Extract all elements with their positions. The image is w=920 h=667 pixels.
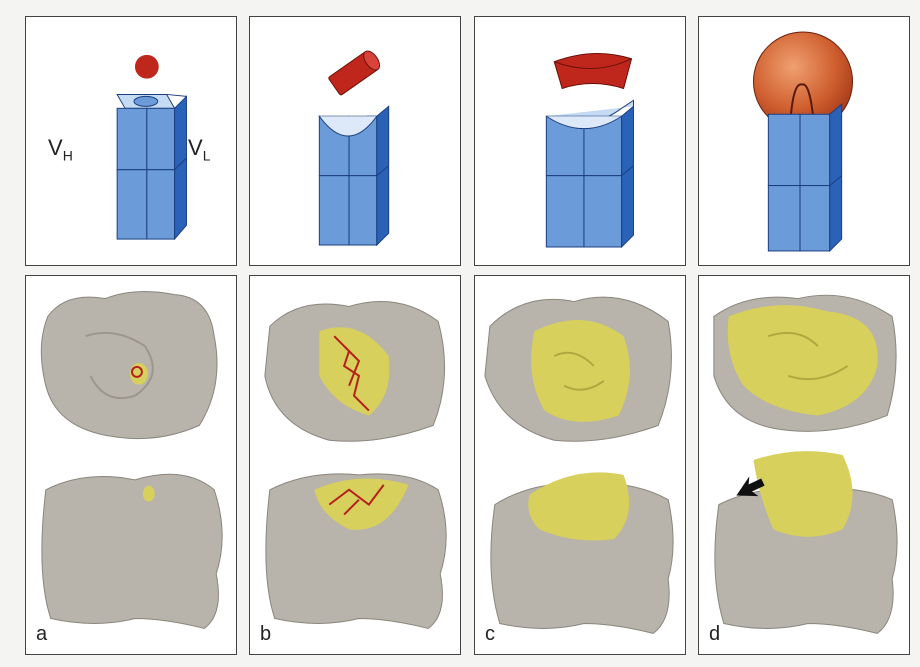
vh-label: VH — [48, 135, 73, 164]
antigen-cylinder — [328, 50, 381, 96]
surface-render-b — [264, 301, 447, 629]
cl-domain-lower — [146, 169, 176, 240]
schematic-c — [545, 53, 634, 249]
antigen-curved-slab — [553, 53, 633, 90]
contact-area — [727, 305, 878, 416]
panel-label-a: a — [36, 623, 48, 645]
ligand — [130, 365, 143, 378]
schematic-panel-d — [698, 16, 910, 266]
ch-domain-lower — [116, 169, 148, 240]
schematic-panel-a: VH VL — [25, 16, 237, 266]
panel-label-d: d — [709, 623, 721, 645]
antigen-sphere-small — [134, 54, 159, 79]
vh-domain-upper — [116, 107, 148, 171]
surface-render-d — [713, 294, 898, 634]
ligand — [333, 335, 370, 412]
contact-area — [531, 320, 630, 422]
groove — [318, 115, 378, 137]
panel-label-c: c — [485, 623, 495, 645]
surface-panel-c: c — [474, 275, 686, 655]
surface-panel-d: d — [698, 275, 910, 655]
protein-surface-bottom — [41, 473, 223, 629]
shallow-surface — [546, 115, 622, 130]
arrow-icon — [736, 476, 765, 497]
vl-label: VL — [188, 135, 211, 164]
schematic-a — [116, 54, 187, 241]
surface-render-a — [40, 290, 223, 629]
schematic-panel-c — [474, 16, 686, 266]
surface-render-c — [484, 296, 674, 634]
protein-surface-top — [40, 290, 218, 440]
panel-label-b: b — [260, 623, 272, 645]
schematic-b — [318, 50, 390, 247]
surface-panel-b: b — [249, 275, 461, 655]
surface-panel-a: a — [25, 275, 237, 655]
vl-domain-upper — [146, 107, 176, 171]
schematic-d — [752, 31, 854, 253]
schematic-panel-b — [249, 16, 461, 266]
binding-pocket — [133, 95, 159, 107]
